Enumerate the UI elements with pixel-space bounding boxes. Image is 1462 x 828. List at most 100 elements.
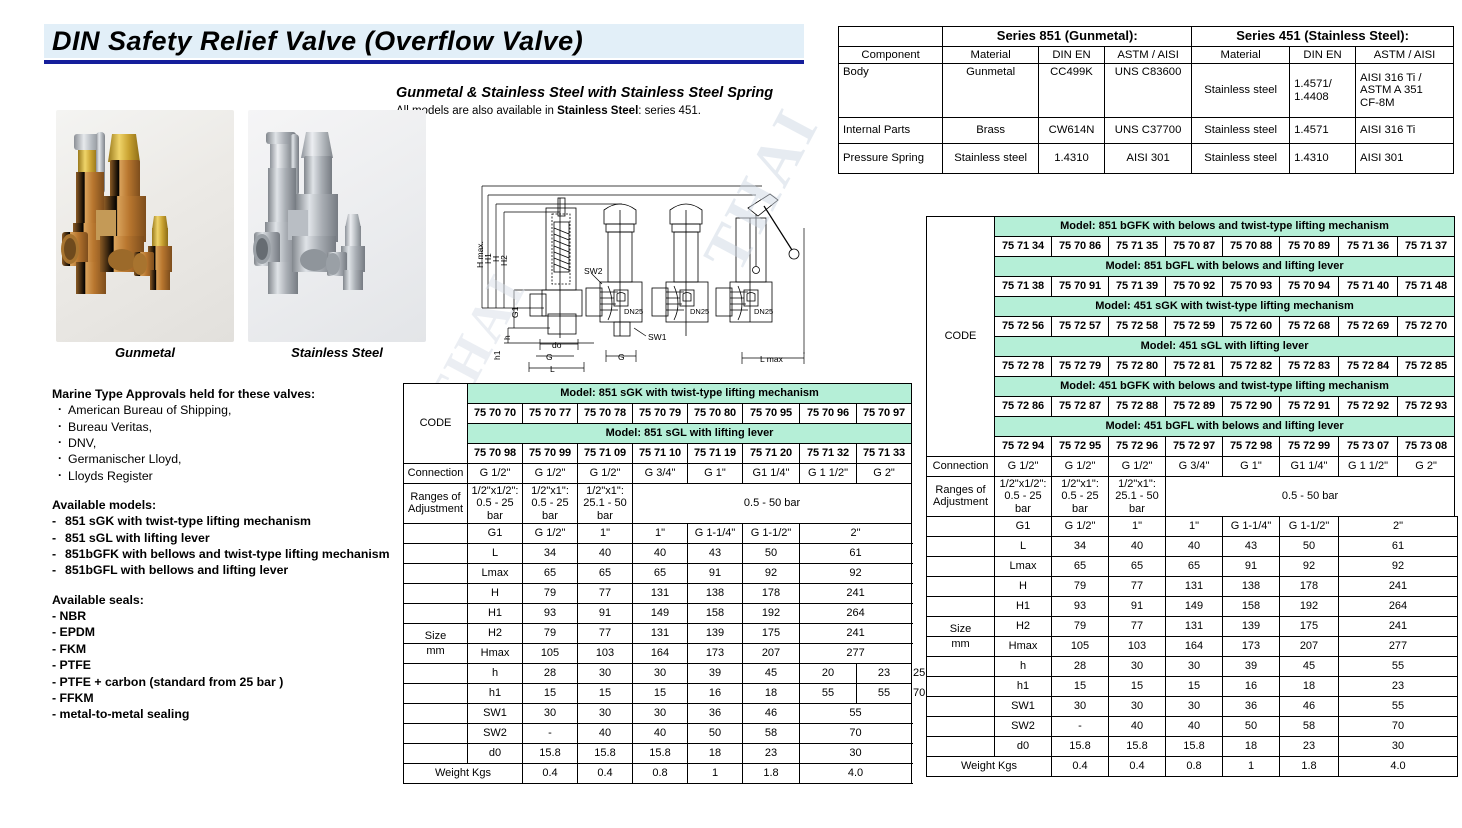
right-code: 75 72 60	[1222, 316, 1280, 337]
left-cell: 15	[522, 682, 578, 704]
left-cell: 45	[742, 662, 800, 684]
table-row: 75 71 34 75 70 86 75 71 35 75 70 87 75 7…	[927, 236, 1458, 257]
page-title: DIN Safety Relief Valve (Overflow Valve)	[52, 26, 584, 56]
table-row: Ranges of Adjustment 1/2"x1/2": 0.5 - 25…	[403, 483, 913, 524]
drawing-label-dn25-2: DN25	[690, 307, 709, 316]
materials-cell: AISI 301	[1355, 143, 1454, 175]
right-cell-merged: 55	[1338, 655, 1458, 677]
col-header-astm-851: ASTM / AISI	[1103, 45, 1193, 65]
right-connection: G 1/2"	[1108, 456, 1166, 477]
table-row: Component Material DIN EN ASTM / AISI Ma…	[837, 45, 1454, 65]
right-connection: G 1"	[1222, 456, 1280, 477]
table-row: h1 15 15 15 16 18 55 55 70	[403, 682, 925, 704]
right-code: 75 72 68	[1279, 316, 1339, 337]
left-range-bot: 0.5 - 25 bar	[476, 497, 514, 522]
right-cell-merged: 70	[1338, 715, 1458, 737]
right-range-top: 1/2"x1":	[1118, 478, 1156, 490]
seals-list: - NBR - EPDM - FKM - PTFE - PTFE + carbo…	[52, 608, 402, 722]
right-connection: G 3/4"	[1165, 456, 1223, 477]
materials-cell: 1.4571/ 1.4408	[1289, 63, 1357, 119]
right-cell: 77	[1108, 615, 1166, 637]
right-cell: 15.8	[1108, 735, 1166, 757]
right-cell: 79	[1051, 575, 1109, 597]
table-row: Weight Kgs 0.4 0.4 0.8 1 1.8 4.0	[403, 762, 913, 784]
left-range: 1/2"x1": 0.5 - 25 bar	[522, 483, 578, 524]
drawing-label-dn25-1: DN25	[624, 307, 643, 316]
right-code: 75 72 88	[1108, 396, 1166, 417]
right-cell-merged: 55	[1338, 695, 1458, 717]
seals-heading: Available seals:	[52, 592, 144, 607]
right-cell: 103	[1108, 635, 1166, 657]
table-row: L 34 40 40 43 50 61	[926, 535, 1458, 557]
right-weight-cell: 1.8	[1279, 755, 1339, 777]
left-row-label-lmax: Lmax	[467, 562, 523, 584]
right-code: 75 72 90	[1222, 396, 1280, 417]
left-cell: 15	[577, 682, 633, 704]
right-cell: 91	[1108, 595, 1166, 617]
right-weight-cell: 0.8	[1165, 755, 1223, 777]
right-cell: 79	[1051, 615, 1109, 637]
right-cell: 16	[1222, 675, 1280, 697]
right-code: 75 71 35	[1108, 236, 1166, 257]
list-item: 851bGFL with bellows and lifting lever	[52, 562, 402, 579]
left-code: 75 70 96	[799, 403, 857, 424]
right-code: 75 70 88	[1222, 236, 1280, 257]
right-code: 75 71 40	[1338, 276, 1398, 297]
photo-caption-stainless: Stainless Steel	[291, 345, 383, 360]
left-weight-merged: 4.0	[798, 762, 913, 784]
left-cell: 58	[742, 722, 800, 744]
drawing-label-lmax: L max	[760, 354, 784, 364]
right-connection: G 1/2"	[994, 456, 1052, 477]
left-cell: 34	[522, 542, 578, 564]
right-size-label-2: mm	[926, 635, 995, 657]
right-cell: 192	[1279, 595, 1339, 617]
right-cell: 93	[1051, 595, 1109, 617]
right-cell: 91	[1222, 555, 1280, 577]
left-cell: 105	[522, 642, 578, 664]
materials-component-body: Body	[837, 63, 944, 119]
right-range: 1/2"x1": 25.1 - 50 bar	[1108, 476, 1166, 517]
right-cell: 131	[1165, 575, 1223, 597]
left-range-bot: 0.5 - 25 bar	[531, 497, 569, 522]
right-cell: 65	[1165, 555, 1223, 577]
right-row-label-lmax: Lmax	[994, 555, 1052, 577]
left-cell: 138	[687, 582, 743, 604]
approvals-list: American Bureau of Shipping, Bureau Veri…	[52, 401, 402, 484]
right-code: 75 72 80	[1108, 356, 1166, 377]
right-code: 75 71 38	[994, 276, 1052, 297]
right-code: 75 72 96	[1108, 436, 1166, 457]
right-code: 75 70 91	[1051, 276, 1109, 297]
left-code: 75 70 98	[467, 443, 523, 464]
table-row: d0 15.8 15.8 15.8 18 23 30	[926, 735, 1458, 757]
left-cell-merged: 92	[798, 562, 913, 584]
materials-cell: CC499K	[1038, 63, 1105, 119]
right-cell: 15	[1051, 675, 1109, 697]
right-row-label-h2: H2	[994, 615, 1052, 637]
left-range-bot: 25.1 - 50 bar	[583, 497, 627, 522]
table-row: SW2 - 40 40 50 58 70	[403, 722, 913, 744]
left-connection: G 1 1/2"	[799, 463, 857, 484]
left-row-label-l: L	[467, 542, 523, 564]
materials-cell: Stainless steel	[1191, 143, 1291, 175]
right-model-header-1: Model: 851 bGFK with belows and twist-ty…	[993, 216, 1456, 237]
right-model-header-6: Model: 451 bGFL with belows and lifting …	[993, 416, 1456, 437]
right-code: 75 72 58	[1108, 316, 1166, 337]
left-cell: 30	[577, 702, 633, 724]
table-row: SW1 30 30 30 36 46 55	[926, 695, 1458, 717]
right-connection: G 1/2"	[1051, 456, 1109, 477]
right-range-top: 1/2"x1":	[1061, 478, 1099, 490]
table-row: 75 72 94 75 72 95 75 72 96 75 72 97 75 7…	[927, 436, 1458, 457]
drawing-label-h1: H1	[483, 253, 493, 264]
right-cell: 30	[1165, 695, 1223, 717]
right-code: 75 72 87	[1051, 396, 1109, 417]
left-cell-merged: 61	[798, 542, 913, 564]
right-code: 75 72 57	[1051, 316, 1109, 337]
right-code: 75 72 92	[1338, 396, 1398, 417]
left-cell: 28	[522, 662, 578, 684]
left-row-label-h1-small: h1	[467, 682, 523, 704]
left-ranges-label-2: Adjustment	[407, 503, 464, 516]
left-code: 75 70 99	[522, 443, 578, 464]
right-row-label-sw1: SW1	[994, 695, 1052, 717]
right-range-top: 1/2"x1/2":	[999, 478, 1047, 490]
left-cell: 164	[632, 642, 688, 664]
